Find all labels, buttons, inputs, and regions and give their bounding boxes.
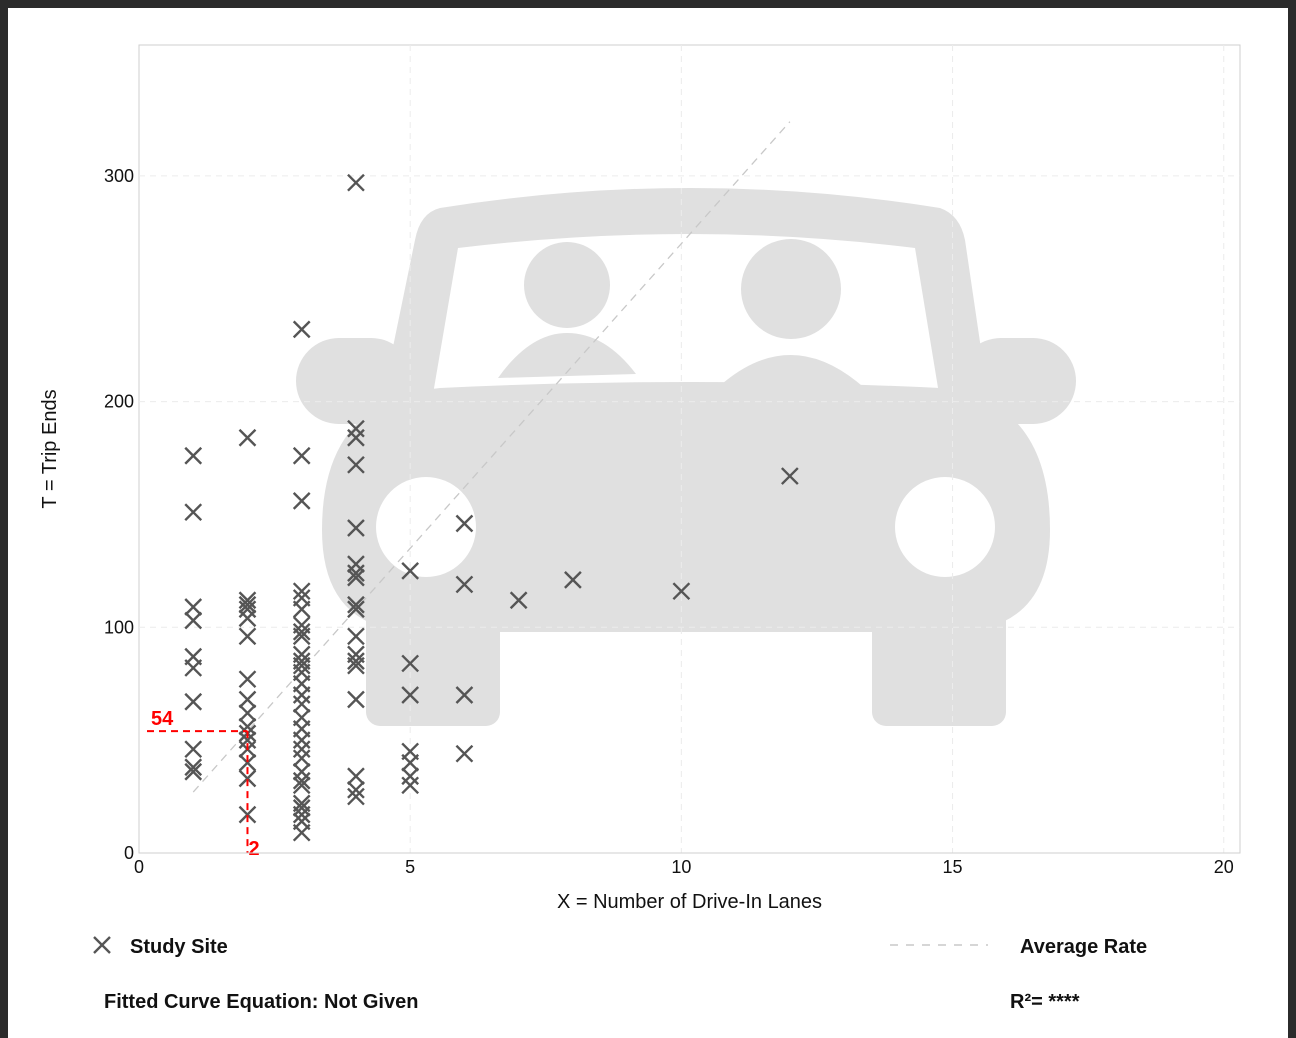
- x-axis-title: X = Number of Drive-In Lanes: [557, 891, 822, 913]
- car-body: [322, 382, 1050, 632]
- study-site-point: [292, 492, 311, 510]
- study-site-point: [292, 320, 311, 339]
- y-tick-label: 300: [104, 166, 134, 186]
- study-site-point: [184, 692, 203, 711]
- passenger-body: [498, 333, 636, 378]
- study-site-point: [292, 771, 311, 790]
- legend-study-site-label: Study Site: [130, 936, 228, 958]
- study-site-point: [292, 622, 311, 641]
- study-site-point: [184, 659, 203, 677]
- study-site-point: [401, 654, 420, 673]
- study-site-point: [238, 753, 257, 772]
- x-tick-label: 20: [1214, 857, 1234, 877]
- study-site-point: [347, 568, 365, 587]
- study-site-point: [292, 600, 311, 619]
- study-site-point: [184, 503, 203, 522]
- legend-study-site-marker: [93, 936, 111, 954]
- study-site-point: [347, 767, 365, 786]
- study-site-point: [347, 780, 365, 799]
- study-site-point: [292, 776, 311, 795]
- study-site-point: [238, 717, 257, 736]
- study-site-point: [347, 627, 365, 646]
- car-left-wheel: [366, 600, 500, 726]
- legend: Study Site Average Rate: [93, 936, 1147, 958]
- study-site-point: [347, 690, 365, 709]
- y-tick-label: 200: [104, 392, 134, 412]
- study-site-point: [238, 670, 257, 689]
- study-site-point: [292, 823, 311, 842]
- x-tick-label: 10: [671, 857, 691, 877]
- study-site-point: [401, 686, 420, 704]
- study-site-point: [292, 627, 311, 646]
- study-site-point: [292, 582, 311, 601]
- study-site-point: [780, 467, 799, 485]
- x-tick-label: 0: [134, 857, 144, 877]
- study-site-point: [184, 740, 203, 759]
- study-site-point: [292, 695, 311, 713]
- x-tick-label: 15: [943, 857, 963, 877]
- study-site-point: [672, 582, 691, 601]
- car-left-headlight: [376, 477, 476, 577]
- y-tick-label: 0: [124, 843, 134, 863]
- study-site-markers: [184, 173, 799, 842]
- study-site-point: [347, 428, 365, 447]
- grid-lines: [139, 45, 1240, 853]
- study-site-point: [455, 514, 474, 533]
- fitted-curve-equation: Fitted Curve Equation: Not Given: [104, 991, 418, 1013]
- study-site-point: [401, 753, 420, 772]
- study-site-point: [347, 787, 365, 806]
- study-site-point: [238, 595, 257, 614]
- study-site-point: [238, 805, 257, 824]
- study-site-point: [455, 744, 474, 763]
- y-axis-title: T = Trip Ends: [39, 389, 61, 508]
- study-site-point: [292, 805, 311, 824]
- study-site-point: [238, 704, 257, 722]
- study-site-point: [455, 575, 474, 594]
- study-site-point: [238, 609, 257, 628]
- study-site-point: [292, 799, 311, 817]
- car-right-wheel: [872, 600, 1006, 726]
- car-left-mirror: [296, 338, 414, 424]
- study-site-point: [455, 686, 474, 704]
- study-site-point: [184, 446, 203, 465]
- study-site-point: [292, 749, 311, 768]
- car-right-headlight: [895, 477, 995, 577]
- study-site-point: [292, 656, 311, 675]
- average-rate-line: [192, 121, 791, 793]
- highlight-guide: 54 2: [147, 708, 260, 860]
- study-site-point: [347, 595, 365, 614]
- study-site-point: [184, 598, 203, 616]
- average-rate-line-group: [192, 121, 791, 793]
- x-tick-label: 5: [405, 857, 415, 877]
- highlight-y-label: 54: [151, 708, 174, 730]
- study-site-point: [238, 690, 257, 709]
- r-squared-value: R²= ****: [1010, 991, 1080, 1013]
- y-tick-label: 100: [104, 617, 134, 637]
- study-site-point: [401, 562, 420, 580]
- study-site-point: [347, 455, 365, 474]
- legend-average-rate-label: Average Rate: [1020, 936, 1147, 958]
- study-site-point: [347, 652, 365, 671]
- highlight-x-label: 2: [248, 838, 259, 860]
- study-site-point: [347, 519, 365, 537]
- study-site-point: [347, 173, 365, 192]
- passenger-head: [524, 242, 610, 328]
- study-site-point: [184, 758, 203, 777]
- study-site-point: [347, 564, 365, 582]
- study-site-point: [509, 591, 528, 610]
- study-site-point: [347, 656, 365, 675]
- study-site-point: [292, 446, 311, 465]
- study-site-point: [238, 769, 257, 788]
- study-site-point: [184, 611, 203, 630]
- study-site-point: [184, 762, 203, 781]
- study-site-point: [238, 627, 257, 646]
- study-site-point: [564, 571, 582, 589]
- study-site-point: [238, 428, 257, 447]
- study-site-point: [347, 600, 365, 619]
- driver-head: [741, 239, 841, 339]
- study-site-point: [401, 776, 420, 795]
